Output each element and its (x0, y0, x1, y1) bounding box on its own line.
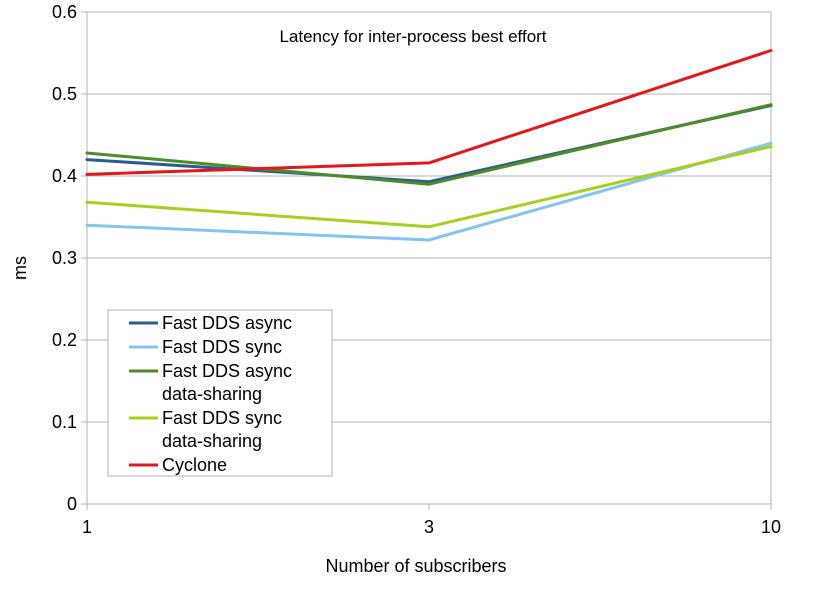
series-lines (85, 49, 773, 242)
chart-title: Latency for inter-process best effort (279, 27, 546, 46)
series-line-1 (85, 141, 773, 242)
y-tick-label: 0.4 (52, 166, 77, 186)
y-tick-label: 0.5 (52, 84, 77, 104)
legend-label-3: Fast DDS sync (162, 408, 282, 428)
y-tick-label: 0.2 (52, 330, 77, 350)
y-tick-labels: 0 0.1 0.2 0.3 0.4 0.5 0.6 (52, 2, 77, 514)
series-line-2 (85, 103, 773, 186)
x-tick-label: 10 (761, 517, 781, 537)
y-tick-label: 0.3 (52, 248, 77, 268)
x-axis-title: Number of subscribers (325, 556, 506, 576)
legend-label-2: data-sharing (162, 384, 262, 404)
x-tick-label: 1 (82, 517, 92, 537)
y-tick-label: 0 (67, 494, 77, 514)
legend-box (107, 309, 333, 477)
y-tick-label: 0.1 (52, 412, 77, 432)
legend: Fast DDS async Fast DDS sync Fast DDS asyn… (107, 309, 333, 477)
series-line-3 (85, 145, 773, 229)
x-tick-label: 3 (424, 517, 434, 537)
legend-label-3: data-sharing (162, 431, 262, 451)
series-line-4 (85, 49, 773, 176)
legend-label-1: Fast DDS sync (162, 337, 282, 357)
x-tick-labels: 1 3 10 (82, 517, 781, 537)
axes (81, 11, 772, 510)
legend-label-4: Cyclone (162, 455, 227, 475)
legend-label-2: Fast DDS async (162, 361, 292, 381)
y-axis-title: ms (10, 256, 30, 280)
y-tick-label: 0.6 (52, 2, 77, 22)
legend-label-0: Fast DDS async (162, 313, 292, 333)
